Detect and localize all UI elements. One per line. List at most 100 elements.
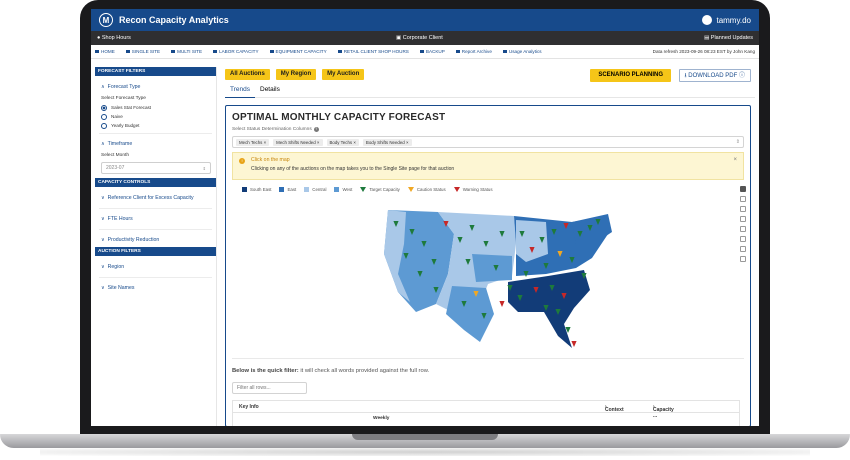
auction-marker[interactable] [457,237,463,243]
nav-labor-capacity[interactable]: LABOR CAPACITY [213,49,259,54]
radio-sales-stat[interactable]: Sales Stat Forecast [95,103,216,112]
client-selector[interactable]: ▣ Corporate Client [396,35,443,41]
spinner-icon[interactable]: ⇕ [202,165,206,171]
timeframe-toggle[interactable]: ∧ Timeframe [95,137,216,151]
auction-marker[interactable] [557,251,563,257]
columns-multiselect[interactable]: Mech Techs × Mech Shifts Needed × Body T… [232,136,744,148]
auction-marker[interactable] [499,231,505,237]
nav-equipment-capacity[interactable]: EQUIPMENT CAPACITY [269,49,327,54]
auction-marker[interactable] [493,265,499,271]
auction-marker[interactable] [519,231,525,237]
auction-marker[interactable] [529,247,535,253]
tag-body-shifts[interactable]: Body Shifts Needed × [362,138,412,146]
us-map[interactable] [376,204,616,354]
auction-marker[interactable] [571,341,577,347]
auction-marker[interactable] [461,301,467,307]
user-menu[interactable]: tammy.do [702,15,751,25]
auction-marker[interactable] [517,295,523,301]
auction-marker[interactable] [523,271,529,277]
export-icon[interactable] [740,256,746,262]
nav-report-archive[interactable]: Report Archive [455,49,492,54]
auction-marker[interactable] [499,301,505,307]
auction-marker[interactable] [565,327,571,333]
zoom-in-icon[interactable] [740,226,746,232]
legend-item[interactable]: South East [242,187,271,192]
status-markers[interactable] [393,219,601,347]
auction-marker[interactable] [431,259,437,265]
forecast-type-toggle[interactable]: ∧ Forecast Type [95,80,216,94]
auction-marker[interactable] [549,285,555,291]
productivity-toggle[interactable]: ∨ Productivity Reduction [95,233,216,247]
auction-marker[interactable] [543,305,549,311]
auction-marker[interactable] [417,271,423,277]
legend-item[interactable]: West [334,187,352,192]
chip-my-auction[interactable]: My Auction [322,68,365,80]
col-capacity[interactable]: Capacity ... › [653,404,674,419]
auction-marker[interactable] [595,219,601,225]
chip-my-region[interactable]: My Region [275,68,317,80]
site-names-toggle[interactable]: ∨ Site Names [95,281,216,295]
auction-marker[interactable] [587,225,593,231]
quick-filter-input[interactable] [232,382,307,394]
col-context[interactable]: Context › [605,404,624,413]
shop-hours-link[interactable]: ● Shop Hours [97,35,131,41]
legend-item[interactable]: Target Capacity [360,187,400,192]
legend-item[interactable]: East [279,187,296,192]
legend-item[interactable]: Central [304,187,326,192]
auction-marker[interactable] [563,223,569,229]
col-key-info[interactable]: Key Info [239,404,259,410]
reset-icon[interactable] [740,246,746,252]
nav-backup[interactable]: BACKUP [419,49,445,54]
auction-marker[interactable] [465,259,471,265]
radio-naive[interactable]: Naive [95,112,216,121]
auction-marker[interactable] [469,225,475,231]
expand-icon[interactable]: ⇕ [735,139,740,145]
auction-marker[interactable] [555,309,561,315]
planned-updates-link[interactable]: ▤ Planned Updates [704,35,753,41]
reference-client-toggle[interactable]: ∨ Reference Client for Excess Capacity [95,191,216,205]
nav-usage-analytics[interactable]: Usage Analytics [502,49,542,54]
auction-marker[interactable] [581,273,587,279]
nav-home[interactable]: HOME [95,49,115,54]
camera-icon[interactable] [740,186,746,192]
legend-item[interactable]: Caution Status [407,187,446,192]
auction-marker[interactable] [393,221,399,227]
auction-marker[interactable] [543,263,549,269]
zoom-box-icon[interactable] [740,196,746,202]
auction-marker[interactable] [443,221,449,227]
auction-marker[interactable] [473,291,479,297]
auction-marker[interactable] [533,287,539,293]
auction-marker[interactable] [483,241,489,247]
chip-all-auctions[interactable]: All Auctions [225,68,270,80]
select-icon[interactable] [740,216,746,222]
close-icon[interactable]: × [733,157,737,163]
fte-hours-toggle[interactable]: ∨ FTE Hours [95,212,216,226]
auction-marker[interactable] [433,287,439,293]
auction-marker[interactable] [421,241,427,247]
pan-icon[interactable] [740,206,746,212]
auction-marker[interactable] [507,285,513,291]
auction-marker[interactable] [561,293,567,299]
tab-trends[interactable]: Trends [225,86,255,98]
tab-details[interactable]: Details [260,86,280,93]
nav-single-site[interactable]: SINGLE SITE [125,49,160,54]
month-input[interactable]: 2023-07 ⇕ [101,162,211,174]
nav-retail-client[interactable]: RETAIL CLIENT SHOP HOURS [337,49,409,54]
tag-body-techs[interactable]: Body Techs × [326,138,359,146]
radio-yearly-budget[interactable]: Yearly Budget [95,121,216,130]
auction-marker[interactable] [481,313,487,319]
download-pdf-button[interactable]: ⭳ DOWNLOAD PDF ⓘ [678,69,751,82]
auction-marker[interactable] [551,229,557,235]
tag-mech-shifts[interactable]: Mech Shifts Needed × [273,138,323,146]
scenario-planning-button[interactable]: SCENARIO PLANNING [590,69,671,82]
legend-item[interactable]: Warning Status [453,187,493,192]
help-icon[interactable]: ? [313,127,319,132]
auction-marker[interactable] [539,237,545,243]
tag-mech-techs[interactable]: Mech Techs × [236,138,270,146]
auction-marker[interactable] [569,257,575,263]
auction-marker[interactable] [577,231,583,237]
auction-marker[interactable] [409,229,415,235]
zoom-out-icon[interactable] [740,236,746,242]
nav-multi-site[interactable]: MULTI SITE [171,49,202,54]
auction-marker[interactable] [403,253,409,259]
